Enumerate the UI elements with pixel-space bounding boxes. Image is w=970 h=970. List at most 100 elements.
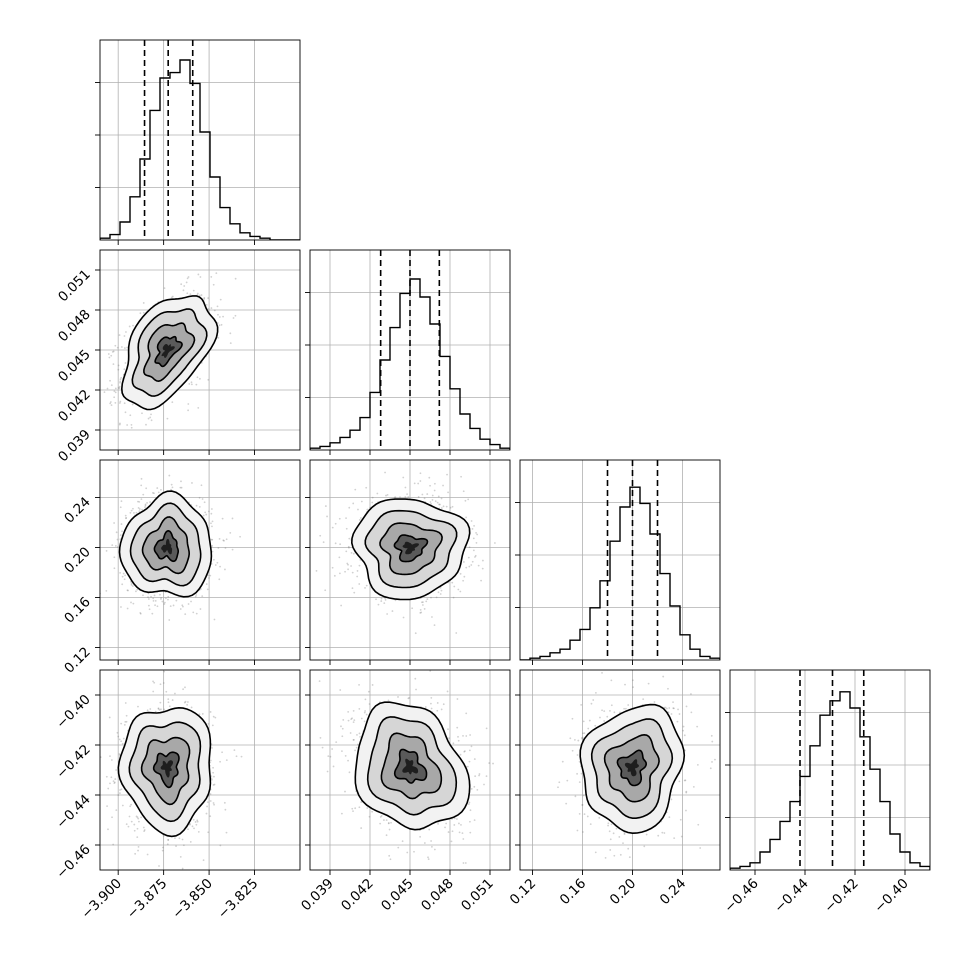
density-fill-4 <box>161 538 173 555</box>
scatter-point <box>136 588 139 591</box>
scatter-point <box>183 701 186 704</box>
scatter-point <box>321 746 324 749</box>
scatter-point <box>137 500 139 503</box>
scatter-point <box>433 848 436 851</box>
scatter-point <box>130 509 133 512</box>
scatter-point <box>197 830 200 833</box>
scatter-point <box>198 713 201 716</box>
scatter-point <box>115 809 118 812</box>
scatter-point <box>609 849 612 851</box>
scatter-point <box>388 828 391 831</box>
scatter-point <box>199 608 202 610</box>
y-tick-label: 0.048 <box>55 307 94 346</box>
scatter-point <box>172 604 175 607</box>
scatter-point <box>365 713 368 716</box>
scatter-point <box>186 701 189 703</box>
scatter-point <box>598 816 601 819</box>
scatter-point <box>352 502 355 505</box>
scatter-point <box>609 709 611 712</box>
scatter-point <box>358 683 360 686</box>
scatter-panel-2-1 <box>305 459 511 665</box>
scatter-point <box>192 611 195 614</box>
scatter-point <box>351 587 354 590</box>
scatter-point <box>196 292 199 295</box>
scatter-point <box>221 751 223 754</box>
scatter-point <box>444 826 446 829</box>
scatter-point <box>146 709 149 712</box>
scatter-point <box>456 698 459 700</box>
scatter-point <box>622 842 624 845</box>
scatter-point <box>117 364 120 367</box>
scatter-point <box>574 795 577 798</box>
scatter-point <box>207 297 210 299</box>
contour-line-0 <box>118 490 213 598</box>
scatter-point <box>377 603 380 606</box>
scatter-point <box>334 542 337 545</box>
scatter-point <box>161 600 164 603</box>
scatter-point <box>222 315 224 318</box>
scatter-point <box>132 602 135 605</box>
scatter-point <box>198 506 201 508</box>
scatter-point <box>406 851 409 854</box>
scatter-point <box>75 388 77 390</box>
scatter-point <box>125 823 128 826</box>
scatter-point <box>459 753 462 756</box>
scatter-point <box>419 835 422 838</box>
scatter-point <box>205 583 208 585</box>
scatter-point <box>404 486 407 489</box>
scatter-point <box>475 541 478 544</box>
scatter-point <box>485 775 488 778</box>
scatter-point <box>450 840 453 843</box>
contour-line-1 <box>131 308 208 397</box>
scatter-point <box>139 612 142 614</box>
scatter-point <box>348 771 351 774</box>
scatter-point <box>352 738 355 741</box>
scatter-point <box>664 706 667 709</box>
scatter-point <box>367 690 370 693</box>
scatter-point <box>647 682 650 685</box>
scatter-point <box>144 504 147 507</box>
scatter-point <box>117 735 120 738</box>
scatter-point <box>615 827 618 830</box>
scatter-point <box>192 289 195 292</box>
scatter-point <box>124 514 127 517</box>
scatter-point <box>348 537 351 540</box>
scatter-point <box>344 570 346 573</box>
scatter-point <box>386 613 389 615</box>
scatter-point <box>379 822 382 825</box>
scatter-point <box>417 482 420 485</box>
scatter-point <box>371 810 374 813</box>
scatter-point <box>185 281 188 284</box>
scatter-point <box>347 719 350 722</box>
scatter-point <box>576 754 579 756</box>
scatter-point <box>338 517 341 520</box>
scatter-point <box>685 790 688 793</box>
scatter-point <box>119 400 122 403</box>
scatter-point <box>170 488 172 491</box>
scatter-point <box>332 765 335 768</box>
scatter-point <box>119 538 122 541</box>
scatter-point <box>162 682 165 684</box>
scatter-point <box>210 747 213 749</box>
scatter-point <box>207 510 210 513</box>
scatter-point <box>160 708 162 711</box>
scatter-point <box>189 293 192 296</box>
scatter-point <box>121 742 124 745</box>
scatter-point <box>201 498 204 500</box>
scatter-point <box>672 701 674 704</box>
scatter-point <box>121 804 124 807</box>
y-tick-label: −0.46 <box>53 842 94 883</box>
scatter-point <box>182 605 184 608</box>
panel-content <box>520 460 720 660</box>
scatter-point <box>439 586 442 589</box>
scatter-point <box>200 294 203 296</box>
scatter-point <box>468 749 471 752</box>
scatter-point <box>125 516 128 519</box>
scatter-point <box>106 387 109 390</box>
scatter-point <box>348 506 351 509</box>
scatter-point <box>114 778 117 780</box>
scatter-point <box>354 807 357 810</box>
scatter-point <box>561 760 564 763</box>
scatter-point <box>376 492 379 495</box>
scatter-point <box>436 709 439 712</box>
